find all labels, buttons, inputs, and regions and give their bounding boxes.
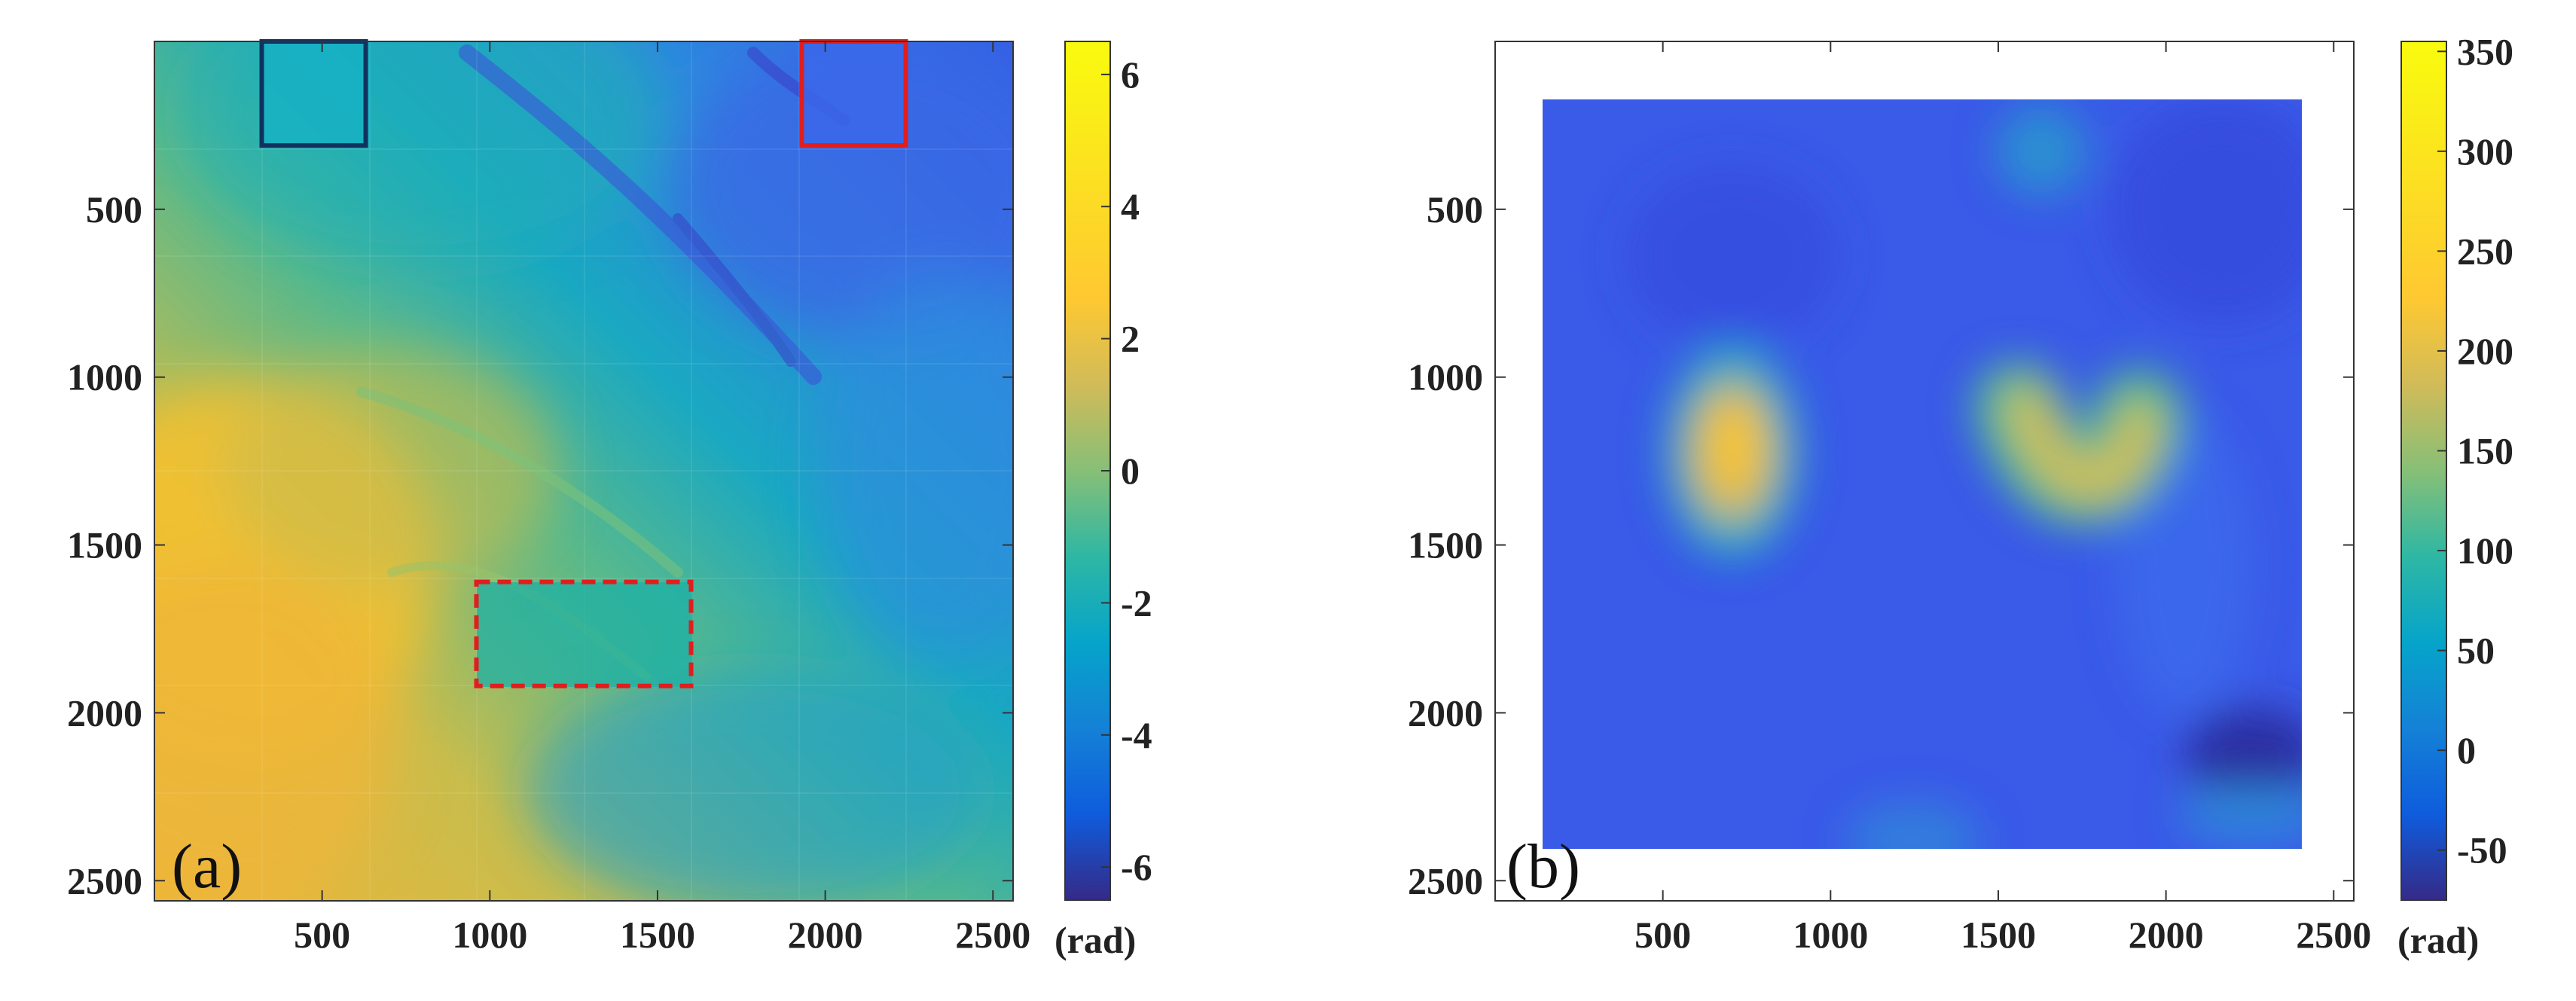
colorbar-tick-label: 150 [2457, 429, 2513, 472]
colorbar-tick-label: 100 [2457, 529, 2513, 572]
x-tick-label: 2500 [2296, 914, 2371, 956]
y-ticks-b: 500 1000 1500 2000 2500 [1408, 188, 2354, 902]
colorbar-ticks-b: 350 300 250 200 150 100 50 0 -50 [2437, 30, 2513, 871]
y-tick-label: 500 [86, 188, 142, 230]
x-tick-label: 1000 [452, 914, 527, 956]
colorbar-tick-label: 200 [2457, 330, 2513, 372]
tile-grid [154, 41, 1013, 901]
colorbar-tick-label: 250 [2457, 230, 2513, 272]
colorbar-tick-label: 350 [2457, 30, 2513, 72]
colorbar-tick-label: -6 [1121, 846, 1152, 888]
colorbar-tick-label: 50 [2457, 630, 2495, 672]
colorbar-tick-label: -50 [2457, 829, 2507, 871]
panel-label-a: (a) [172, 832, 242, 902]
y-tick-label: 2500 [1408, 859, 1483, 902]
colorbar-tick-label: -2 [1121, 581, 1152, 624]
x-tick-label: 2000 [2129, 914, 2204, 956]
y-tick-label: 1000 [1408, 356, 1483, 398]
x-tick-label: 2000 [788, 914, 863, 956]
x-ticks-a: 500 1000 1500 2000 2500 [294, 41, 1030, 956]
y-tick-label: 2000 [1408, 691, 1483, 734]
x-tick-label: 1500 [620, 914, 695, 956]
colorbar-ticks-a: 6 4 2 0 -2 -4 -6 [1101, 53, 1152, 888]
x-tick-label: 500 [1634, 914, 1691, 956]
x-ticks-b: 500 1000 1500 2000 2500 [1634, 41, 2371, 956]
y-ticks-a: 500 1000 1500 2000 2500 [67, 188, 1013, 902]
x-tick-label: 1000 [1793, 914, 1868, 956]
colorbar-tick-label: 0 [1121, 450, 1140, 492]
x-tick-label: 500 [294, 914, 350, 956]
colorbar-unit-b: (rad) [2397, 919, 2479, 961]
y-tick-label: 1500 [67, 524, 142, 566]
x-tick-label: 2500 [955, 914, 1030, 956]
x-tick-label: 1500 [1961, 914, 2036, 956]
colorbar-tick-label: 300 [2457, 130, 2513, 172]
y-tick-label: 1500 [1408, 524, 1483, 566]
roi-rectangle-3 [474, 579, 694, 688]
panel-a: 500 1000 1500 2000 2500 5001000150020002500 … [67, 39, 1152, 961]
y-tick-label: 2000 [67, 691, 142, 734]
colorbar-b: 350 300 250 200 150 100 50 0 -50 (rad) [2397, 30, 2513, 961]
colorbar-unit-a: (rad) [1055, 919, 1136, 961]
panel-label-b: (b) [1506, 832, 1580, 902]
phase-map-a [154, 41, 1013, 901]
y-tick-label: 1000 [67, 356, 142, 398]
phase-map-b [1543, 99, 2302, 849]
colorbar-gradient-b [2401, 41, 2447, 901]
panel-b: 500 1000 1500 2000 2500 5001000150020002500 … [1408, 30, 2513, 961]
colorbar-tick-label: 6 [1121, 53, 1140, 96]
colorbar-tick-label: -4 [1121, 714, 1152, 756]
y-tick-label: 2500 [67, 859, 142, 902]
axes-frame-a [154, 41, 1014, 902]
axes-frame-b [1494, 41, 2355, 902]
colorbar-a: 6 4 2 0 -2 -4 -6 (rad) [1055, 41, 1152, 961]
y-tick-label: 500 [1427, 188, 1483, 230]
colorbar-tick-label: 4 [1121, 185, 1140, 227]
colorbar-tick-label: 0 [2457, 729, 2476, 771]
colorbar-tick-label: 2 [1121, 318, 1140, 360]
